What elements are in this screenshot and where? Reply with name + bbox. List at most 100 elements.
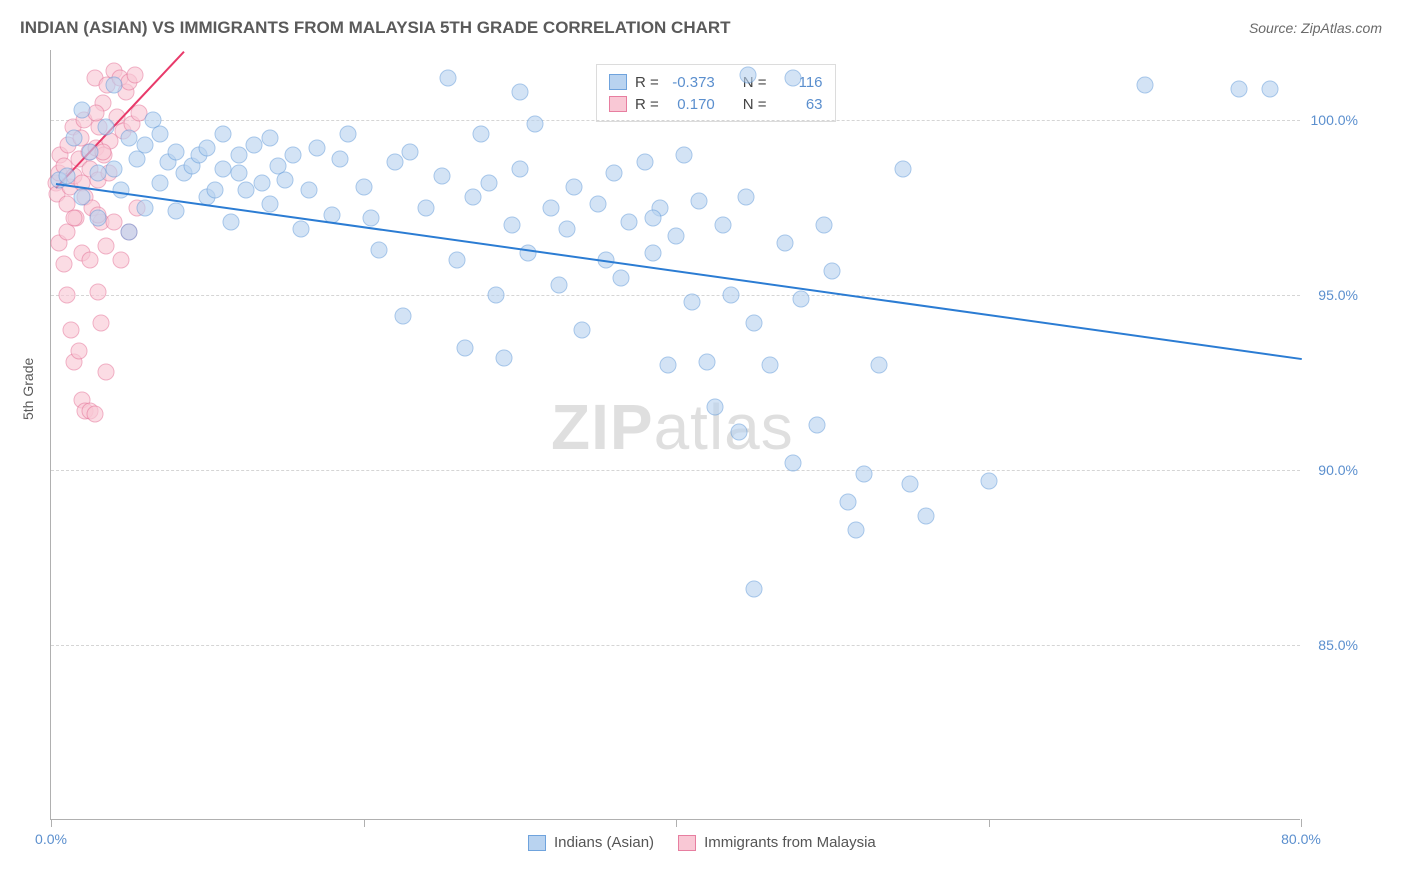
- data-point-indians: [511, 161, 528, 178]
- data-point-indians: [97, 119, 114, 136]
- data-point-indians: [113, 182, 130, 199]
- data-point-indians: [300, 182, 317, 199]
- data-point-indians: [722, 287, 739, 304]
- data-point-indians: [222, 213, 239, 230]
- data-point-indians: [207, 182, 224, 199]
- data-point-indians: [82, 143, 99, 160]
- data-point-indians: [980, 472, 997, 489]
- data-point-indians: [918, 507, 935, 524]
- stats-r-label: R =: [635, 74, 659, 91]
- data-point-malaysia: [89, 283, 106, 300]
- data-point-indians: [152, 175, 169, 192]
- stats-r-label: R =: [635, 96, 659, 113]
- data-point-indians: [730, 423, 747, 440]
- data-point-indians: [152, 126, 169, 143]
- data-point-indians: [558, 220, 575, 237]
- data-point-indians: [285, 147, 302, 164]
- data-point-indians: [58, 168, 75, 185]
- plot-area: ZIPatlas R = -0.373 N = 116 R = 0.170 N …: [50, 50, 1300, 820]
- data-point-indians: [1261, 80, 1278, 97]
- data-point-malaysia: [127, 66, 144, 83]
- data-point-indians: [644, 210, 661, 227]
- data-point-malaysia: [86, 406, 103, 423]
- xtick-label: 0.0%: [35, 831, 67, 847]
- data-point-indians: [511, 84, 528, 101]
- data-point-indians: [439, 70, 456, 87]
- data-point-indians: [136, 136, 153, 153]
- data-point-indians: [707, 399, 724, 416]
- data-point-indians: [105, 161, 122, 178]
- gridline: [51, 470, 1300, 471]
- data-point-indians: [675, 147, 692, 164]
- xtick: [989, 819, 990, 827]
- ytick-label: 90.0%: [1318, 462, 1358, 478]
- data-point-indians: [363, 210, 380, 227]
- data-point-indians: [636, 154, 653, 171]
- data-point-indians: [371, 241, 388, 258]
- xtick-label: 80.0%: [1281, 831, 1321, 847]
- trendline-indians: [56, 183, 1302, 360]
- data-point-indians: [793, 290, 810, 307]
- data-point-indians: [644, 245, 661, 262]
- data-point-malaysia: [113, 252, 130, 269]
- gridline: [51, 645, 1300, 646]
- data-point-malaysia: [58, 287, 75, 304]
- chart-title: INDIAN (ASIAN) VS IMMIGRANTS FROM MALAYS…: [20, 18, 731, 38]
- stats-n-label: N =: [743, 96, 767, 113]
- stats-r-indians: -0.373: [667, 74, 715, 91]
- data-point-indians: [394, 308, 411, 325]
- data-point-indians: [894, 161, 911, 178]
- data-point-indians: [902, 476, 919, 493]
- data-point-indians: [550, 276, 567, 293]
- data-point-indians: [691, 192, 708, 209]
- data-point-indians: [74, 189, 91, 206]
- data-point-indians: [808, 416, 825, 433]
- gridline: [51, 295, 1300, 296]
- data-point-indians: [472, 126, 489, 143]
- swatch-malaysia: [678, 835, 696, 851]
- data-point-indians: [613, 269, 630, 286]
- data-point-indians: [66, 129, 83, 146]
- legend-label-indians: Indians (Asian): [554, 834, 654, 851]
- data-point-indians: [605, 164, 622, 181]
- data-point-indians: [433, 168, 450, 185]
- data-point-indians: [714, 217, 731, 234]
- data-point-malaysia: [55, 255, 72, 272]
- watermark: ZIPatlas: [551, 390, 794, 464]
- data-point-indians: [464, 189, 481, 206]
- data-point-indians: [277, 171, 294, 188]
- data-point-indians: [589, 196, 606, 213]
- data-point-malaysia: [71, 343, 88, 360]
- swatch-indians: [609, 74, 627, 90]
- data-point-indians: [739, 66, 756, 83]
- y-axis-label: 5th Grade: [20, 358, 36, 420]
- data-point-malaysia: [97, 364, 114, 381]
- data-point-indians: [527, 115, 544, 132]
- data-point-indians: [519, 245, 536, 262]
- data-point-indians: [105, 77, 122, 94]
- data-point-malaysia: [82, 252, 99, 269]
- data-point-indians: [855, 465, 872, 482]
- data-point-indians: [746, 581, 763, 598]
- data-point-indians: [308, 140, 325, 157]
- data-point-indians: [660, 357, 677, 374]
- data-point-indians: [683, 294, 700, 311]
- xtick: [1301, 819, 1302, 827]
- data-point-indians: [746, 315, 763, 332]
- data-point-indians: [74, 101, 91, 118]
- data-point-indians: [386, 154, 403, 171]
- data-point-indians: [246, 136, 263, 153]
- legend-item-indians: Indians (Asian): [528, 834, 654, 851]
- data-point-indians: [566, 178, 583, 195]
- stats-r-malaysia: 0.170: [667, 96, 715, 113]
- data-point-indians: [199, 140, 216, 157]
- legend-label-malaysia: Immigrants from Malaysia: [704, 834, 876, 851]
- data-point-indians: [449, 252, 466, 269]
- data-point-indians: [332, 150, 349, 167]
- data-point-indians: [480, 175, 497, 192]
- data-point-indians: [785, 455, 802, 472]
- data-point-malaysia: [66, 210, 83, 227]
- data-point-indians: [761, 357, 778, 374]
- data-point-indians: [238, 182, 255, 199]
- data-point-indians: [496, 350, 513, 367]
